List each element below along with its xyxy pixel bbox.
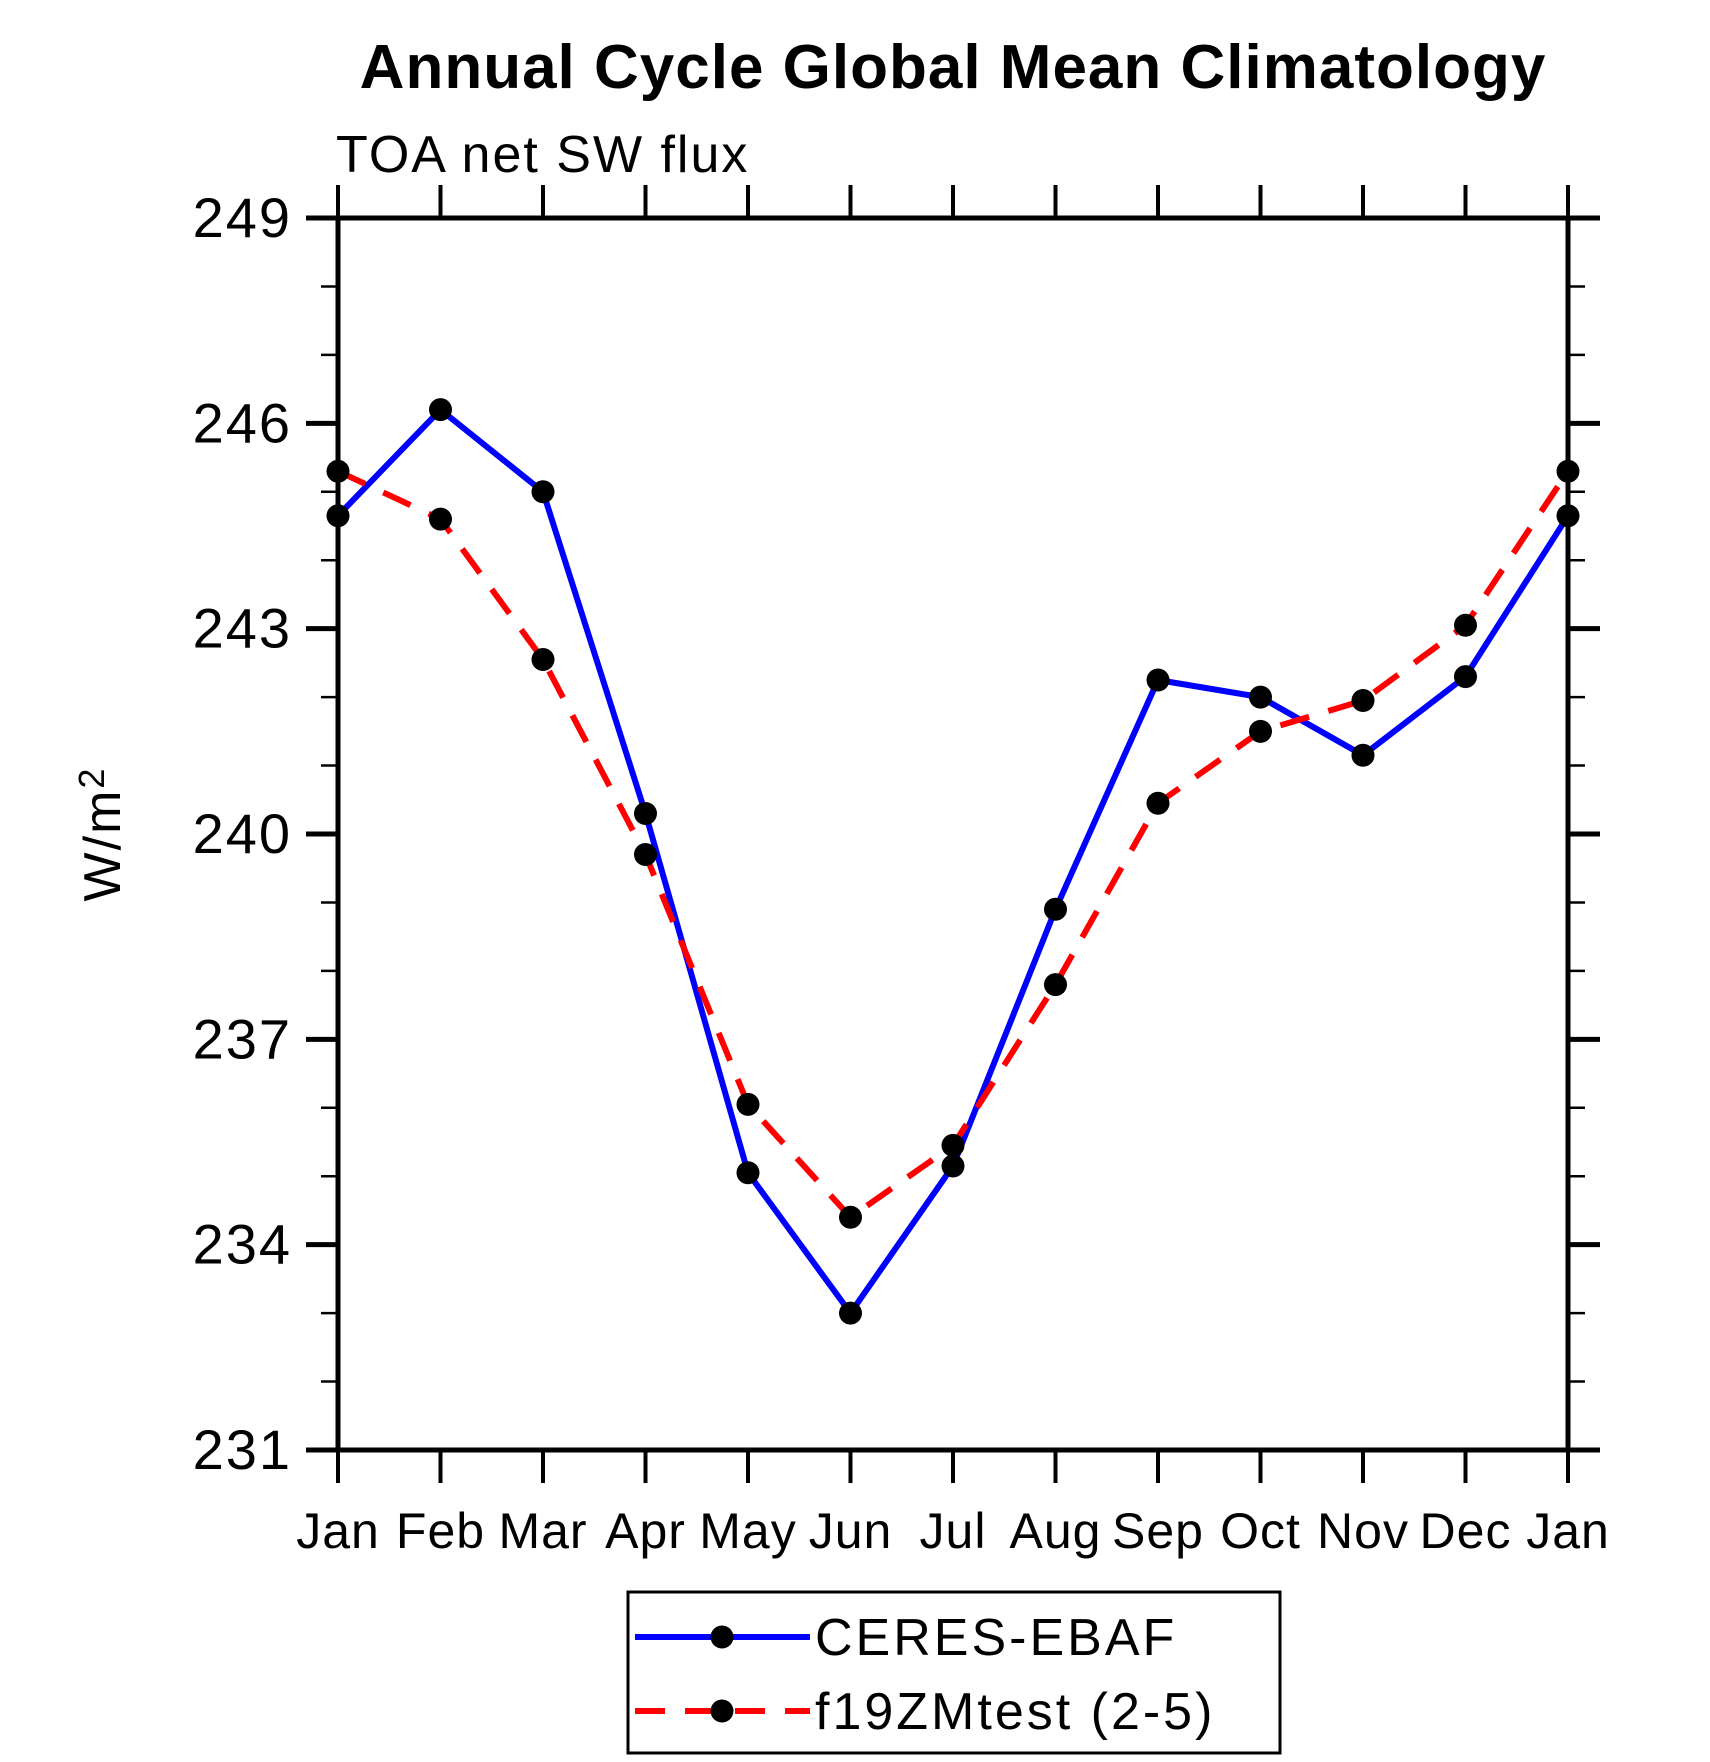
- plot-border: [335, 215, 1571, 1453]
- data-point-series-1: [1044, 897, 1067, 921]
- data-point-series-2: [1146, 791, 1170, 815]
- x-tick-label: Feb: [396, 1503, 485, 1559]
- x-tick-label: Dec: [1420, 1503, 1512, 1559]
- data-point-series-2: [634, 843, 657, 867]
- x-tick-labels: Jan Feb Mar Apr May Jun Jul Aug Sep Oct Nov Dec Jan: [296, 1503, 1610, 1559]
- data-point-series-2: [736, 1092, 760, 1116]
- legend-key-marker-2: [710, 1699, 734, 1723]
- data-point-series-2: [941, 1133, 965, 1157]
- series-lines: [335, 405, 1571, 1319]
- data-point-series-1: [839, 1301, 862, 1325]
- y-tick-label: 234: [193, 1213, 292, 1276]
- x-tick-label: Jul: [920, 1503, 987, 1559]
- data-point-series-1: [1556, 504, 1580, 528]
- data-point-series-1: [1351, 743, 1375, 767]
- legend-label-series-1: CERES-EBAF: [815, 1609, 1177, 1667]
- x-tick-label: Mar: [498, 1503, 587, 1559]
- data-point-series-1: [326, 504, 350, 528]
- data-point-series-1: [1146, 668, 1170, 692]
- data-point-series-2: [531, 647, 555, 671]
- y-tick-label: 240: [193, 802, 292, 865]
- data-point-series-2: [1351, 689, 1375, 713]
- series-line-2: [336, 468, 1571, 1222]
- legend-keys: [635, 1625, 810, 1723]
- data-point-series-1: [531, 480, 555, 504]
- y-tick-label: 249: [193, 186, 292, 249]
- y-axis-title: W/m2: [71, 767, 132, 902]
- legend-key-marker-1: [710, 1625, 734, 1649]
- data-point-series-2: [1454, 613, 1477, 637]
- data-point-series-2: [839, 1205, 862, 1229]
- x-tick-label: Apr: [605, 1503, 686, 1559]
- legend-label-series-2: f19ZMtest (2-5): [815, 1683, 1215, 1741]
- y-axis-title-base: W/m: [74, 789, 132, 902]
- x-tick-label: Oct: [1220, 1503, 1301, 1559]
- x-tick-label: May: [699, 1503, 796, 1559]
- data-point-series-2: [326, 459, 350, 483]
- axes-and-ticks: [306, 185, 1600, 1483]
- data-point-series-2: [1249, 719, 1272, 743]
- x-tick-label: Jun: [809, 1503, 893, 1559]
- y-tick-labels: 231 234 237 240 243 246 249: [193, 186, 292, 1481]
- x-tick-label: Jan: [1526, 1503, 1610, 1559]
- data-point-series-1: [1249, 685, 1272, 709]
- chart-title: Annual Cycle Global Mean Climatology: [360, 33, 1547, 102]
- y-tick-label: 246: [193, 391, 292, 454]
- legend-box: [626, 1590, 1282, 1755]
- data-point-series-1: [634, 801, 657, 825]
- data-point-series-2: [1556, 459, 1580, 483]
- x-tick-label: Nov: [1317, 1503, 1409, 1559]
- y-axis-title-superscript: 2: [71, 767, 112, 789]
- x-tick-label: Jan: [296, 1503, 380, 1559]
- data-point-series-2: [429, 507, 452, 531]
- data-point-series-1: [1454, 665, 1477, 689]
- data-point-series-1: [429, 398, 452, 422]
- data-point-series-1: [736, 1161, 760, 1185]
- data-point-markers: [326, 398, 1580, 1325]
- y-tick-label: 243: [193, 597, 292, 660]
- y-tick-label: 237: [193, 1007, 292, 1070]
- x-tick-label: Aug: [1010, 1503, 1102, 1559]
- x-tick-label: Sep: [1112, 1503, 1204, 1559]
- data-point-series-1: [941, 1154, 965, 1178]
- data-point-series-2: [1044, 973, 1067, 997]
- y-tick-label: 231: [193, 1418, 292, 1481]
- chart-subtitle: TOA net SW flux: [336, 126, 749, 184]
- series-line-1: [335, 405, 1571, 1319]
- legend: CERES-EBAF f19ZMtest (2-5): [626, 1590, 1282, 1755]
